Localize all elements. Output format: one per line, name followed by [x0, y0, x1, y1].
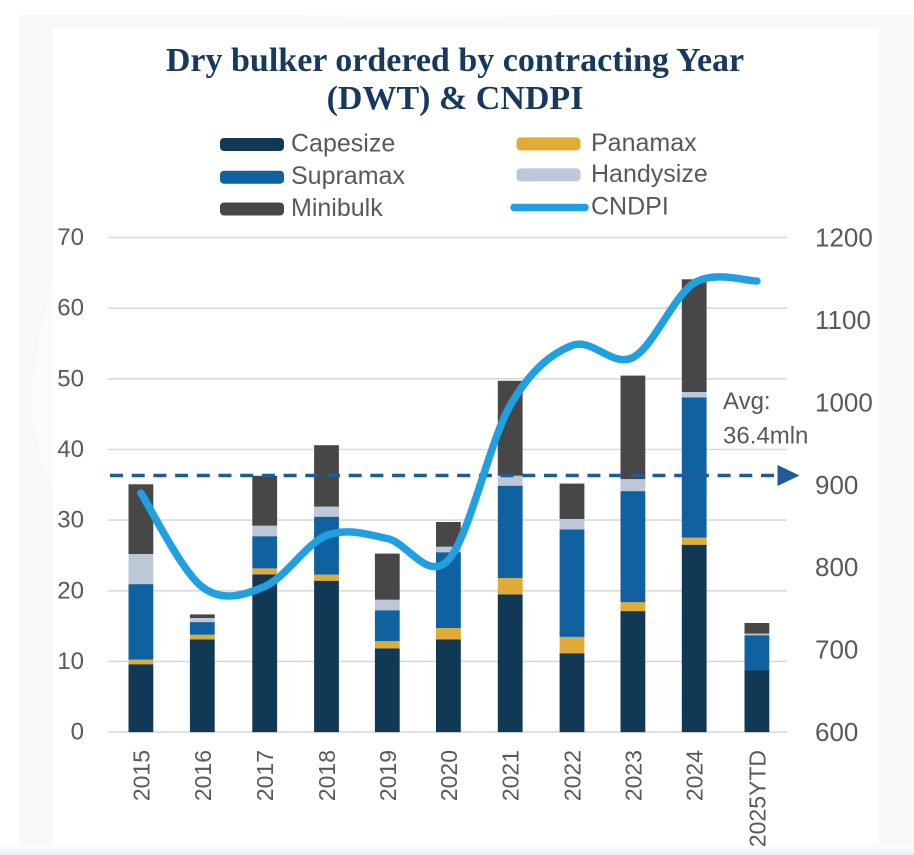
svg-text:2018: 2018: [314, 750, 340, 801]
svg-text:2021: 2021: [498, 750, 524, 801]
svg-text:20: 20: [57, 577, 84, 604]
svg-text:Handysize: Handysize: [591, 160, 708, 188]
svg-text:0: 0: [71, 719, 84, 746]
svg-text:Avg:: Avg:: [723, 388, 771, 415]
svg-text:1000: 1000: [815, 387, 873, 417]
svg-text:Supramax: Supramax: [291, 162, 405, 190]
svg-text:40: 40: [57, 436, 84, 463]
svg-text:2022: 2022: [560, 750, 586, 801]
svg-text:Minibulk: Minibulk: [291, 194, 383, 222]
svg-text:10: 10: [57, 648, 84, 675]
svg-text:2015: 2015: [128, 750, 154, 801]
svg-text:800: 800: [815, 552, 858, 582]
svg-text:900: 900: [815, 470, 858, 500]
svg-text:70: 70: [57, 224, 84, 251]
svg-text:2016: 2016: [190, 750, 216, 801]
svg-text:50: 50: [57, 365, 84, 392]
svg-text:2020: 2020: [436, 750, 462, 801]
svg-text:2025YTD: 2025YTD: [744, 750, 770, 847]
svg-text:30: 30: [57, 507, 84, 534]
svg-text:Capesize: Capesize: [291, 130, 395, 158]
svg-text:(DWT) & CNDPI: (DWT) & CNDPI: [327, 80, 584, 117]
svg-text:36.4mln: 36.4mln: [723, 423, 808, 450]
svg-text:2019: 2019: [375, 750, 401, 801]
svg-text:CNDPI: CNDPI: [591, 193, 669, 221]
svg-text:60: 60: [57, 295, 84, 322]
svg-text:2024: 2024: [682, 750, 708, 801]
svg-text:2023: 2023: [620, 750, 646, 801]
svg-text:Panamax: Panamax: [591, 129, 697, 157]
svg-text:1200: 1200: [815, 223, 873, 253]
svg-text:600: 600: [815, 717, 858, 747]
svg-text:2017: 2017: [252, 750, 278, 801]
svg-text:700: 700: [815, 635, 858, 665]
svg-text:Dry bulker ordered by contract: Dry bulker ordered by contracting Year: [166, 42, 744, 79]
svg-text:1100: 1100: [815, 305, 871, 335]
